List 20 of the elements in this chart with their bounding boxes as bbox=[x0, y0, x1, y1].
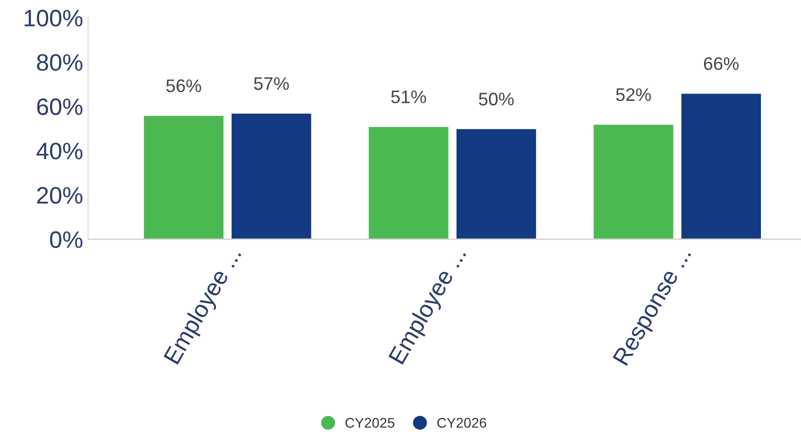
data-label: 57% bbox=[254, 77, 289, 90]
y-tick-label: 60% bbox=[37, 98, 82, 116]
data-label: 51% bbox=[391, 90, 426, 104]
bar bbox=[142, 114, 225, 240]
legend-label: CY2026 bbox=[437, 418, 486, 428]
y-tick-label: 20% bbox=[37, 186, 82, 204]
bar bbox=[367, 126, 450, 240]
y-tick-label: 0% bbox=[50, 231, 82, 248]
data-label: 66% bbox=[704, 57, 739, 70]
bar bbox=[230, 112, 313, 240]
bar bbox=[455, 128, 538, 240]
y-tick-label: 100% bbox=[24, 10, 82, 27]
bar bbox=[680, 92, 762, 240]
data-label: 52% bbox=[616, 88, 651, 102]
y-tick-label: 80% bbox=[37, 54, 82, 71]
bar bbox=[592, 123, 675, 240]
legend-label: CY2025 bbox=[345, 418, 394, 428]
y-tick-label: 40% bbox=[36, 142, 82, 160]
data-label: 50% bbox=[478, 92, 514, 106]
data-label: 56% bbox=[166, 79, 202, 92]
